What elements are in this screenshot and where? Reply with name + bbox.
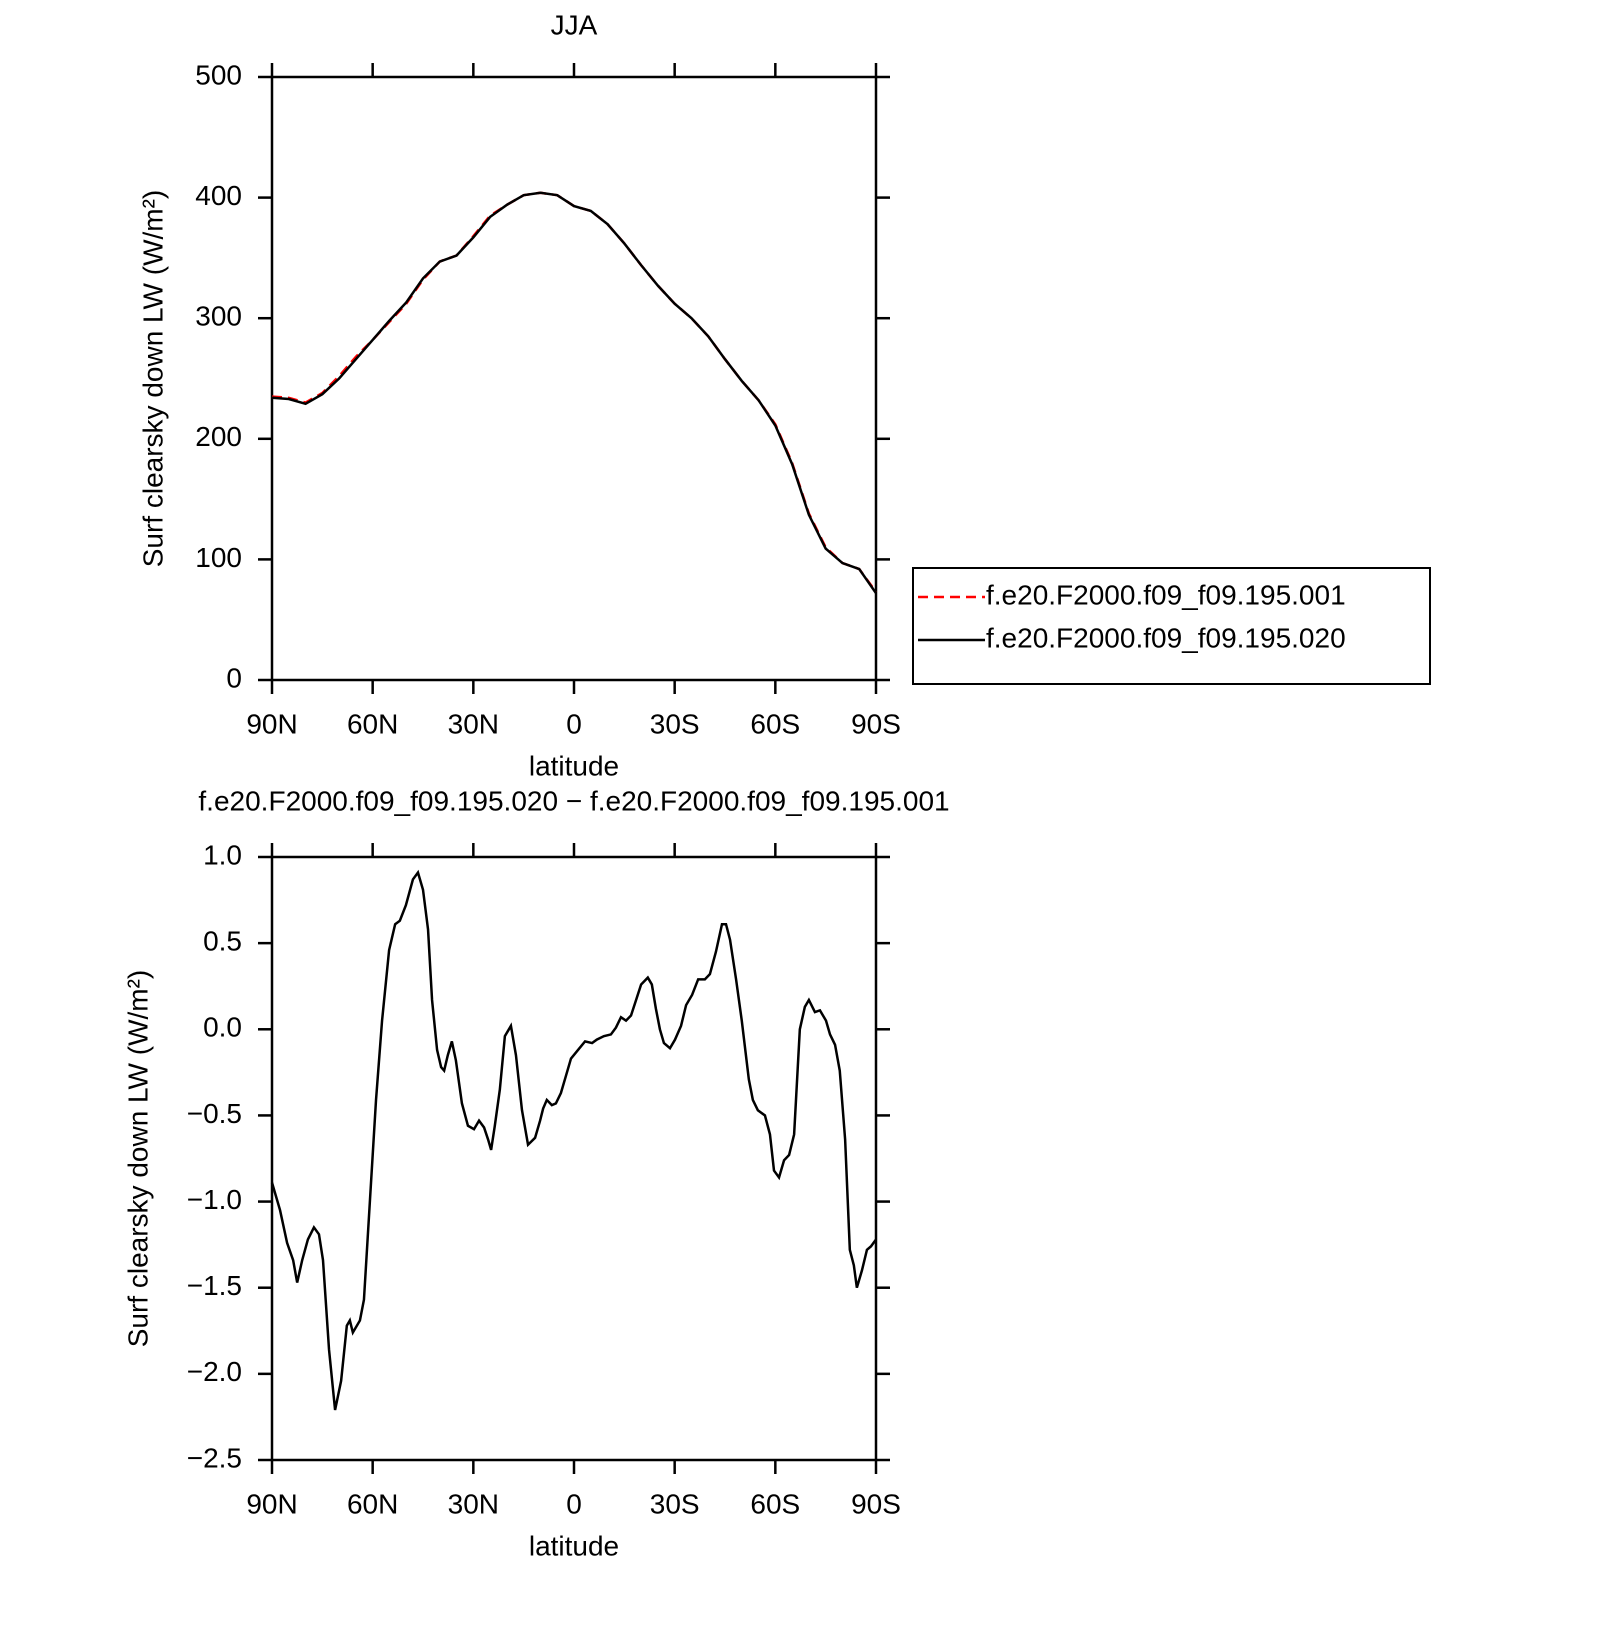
x-tick-label: 30N <box>448 1488 499 1519</box>
legend-box <box>912 567 1431 685</box>
plot-frame <box>270 75 878 682</box>
x-tick-label: 0 <box>566 1488 582 1519</box>
x-tick-label: 30S <box>650 1488 700 1519</box>
y-tick-label: −2.0 <box>187 1356 242 1387</box>
y-axis-label: Surf clearsky down LW (W/m²) <box>122 970 153 1348</box>
y-tick-label: 200 <box>195 421 242 452</box>
y-tick-label: 400 <box>195 180 242 211</box>
x-tick-label: 60S <box>750 1488 800 1519</box>
data-line <box>270 869 878 1411</box>
chart-title: f.e20.F2000.f09_f09.195.020 − f.e20.F200… <box>198 785 949 816</box>
x-tick-label: 60S <box>750 708 800 739</box>
x-tick-label: 30N <box>448 708 499 739</box>
legend-label: f.e20.F2000.f09_f09.195.001 <box>986 579 1346 610</box>
y-tick-label: 0 <box>226 662 242 693</box>
x-axis-label: latitude <box>529 1530 619 1561</box>
y-tick-label: 300 <box>195 301 242 332</box>
x-tick-label: 90S <box>851 708 901 739</box>
y-tick-label: −1.0 <box>187 1184 242 1215</box>
y-tick-label: 500 <box>195 59 242 90</box>
y-tick-label: 0.0 <box>203 1012 242 1043</box>
x-tick-label: 60N <box>347 708 398 739</box>
chart-title: JJA <box>551 9 598 40</box>
x-tick-label: 60N <box>347 1488 398 1519</box>
data-line <box>271 191 878 593</box>
x-tick-label: 90N <box>246 708 297 739</box>
x-axis-label: latitude <box>529 750 619 781</box>
y-tick-label: 100 <box>195 542 242 573</box>
x-tick-label: 90S <box>851 1488 901 1519</box>
y-axis-label: Surf clearsky down LW (W/m²) <box>137 190 168 568</box>
data-line <box>271 191 878 594</box>
legend-label: f.e20.F2000.f09_f09.195.020 <box>986 622 1346 653</box>
y-tick-label: −1.5 <box>187 1270 242 1301</box>
y-tick-label: −0.5 <box>187 1098 242 1129</box>
y-tick-label: 0.5 <box>203 926 242 957</box>
y-tick-label: −2.5 <box>187 1442 242 1473</box>
x-tick-label: 30S <box>650 708 700 739</box>
x-tick-label: 90N <box>246 1488 297 1519</box>
y-tick-label: 1.0 <box>203 839 242 870</box>
x-tick-label: 0 <box>566 708 582 739</box>
